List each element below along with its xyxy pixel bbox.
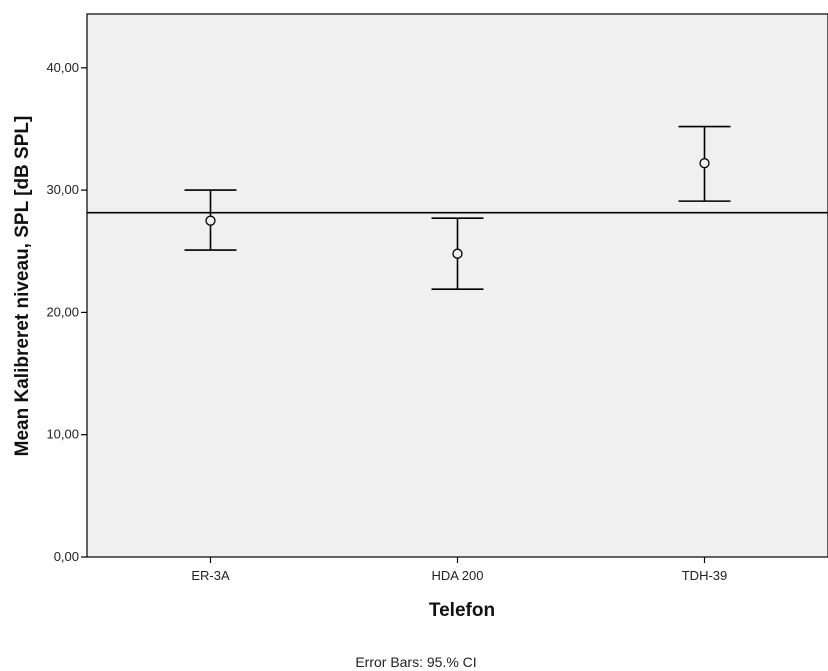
mean-point — [205, 215, 216, 226]
y-tick-label: 20,00 — [46, 304, 79, 319]
x-tick-label: HDA 200 — [431, 568, 483, 583]
mean-point — [699, 158, 710, 169]
y-tick-label: 10,00 — [46, 427, 79, 442]
x-axis: ER-3A HDA 200 TDH-39 — [191, 557, 727, 583]
y-tick-label: 0,00 — [54, 549, 79, 564]
error-bars-footnote: Error Bars: 95.% CI — [355, 654, 476, 670]
x-tick-label: TDH-39 — [682, 568, 728, 583]
y-tick-label: 40,00 — [46, 60, 79, 75]
mean-point — [452, 248, 463, 259]
y-axis: 0,00 10,00 20,00 30,00 40,00 — [46, 60, 87, 564]
x-tick-label: ER-3A — [191, 568, 230, 583]
chart-marks — [87, 125, 828, 290]
y-tick-label: 30,00 — [46, 182, 79, 197]
x-axis-title: Telefon — [429, 600, 495, 621]
y-axis-title: Mean Kalibreret niveau, SPL [dB SPL] — [12, 116, 33, 457]
